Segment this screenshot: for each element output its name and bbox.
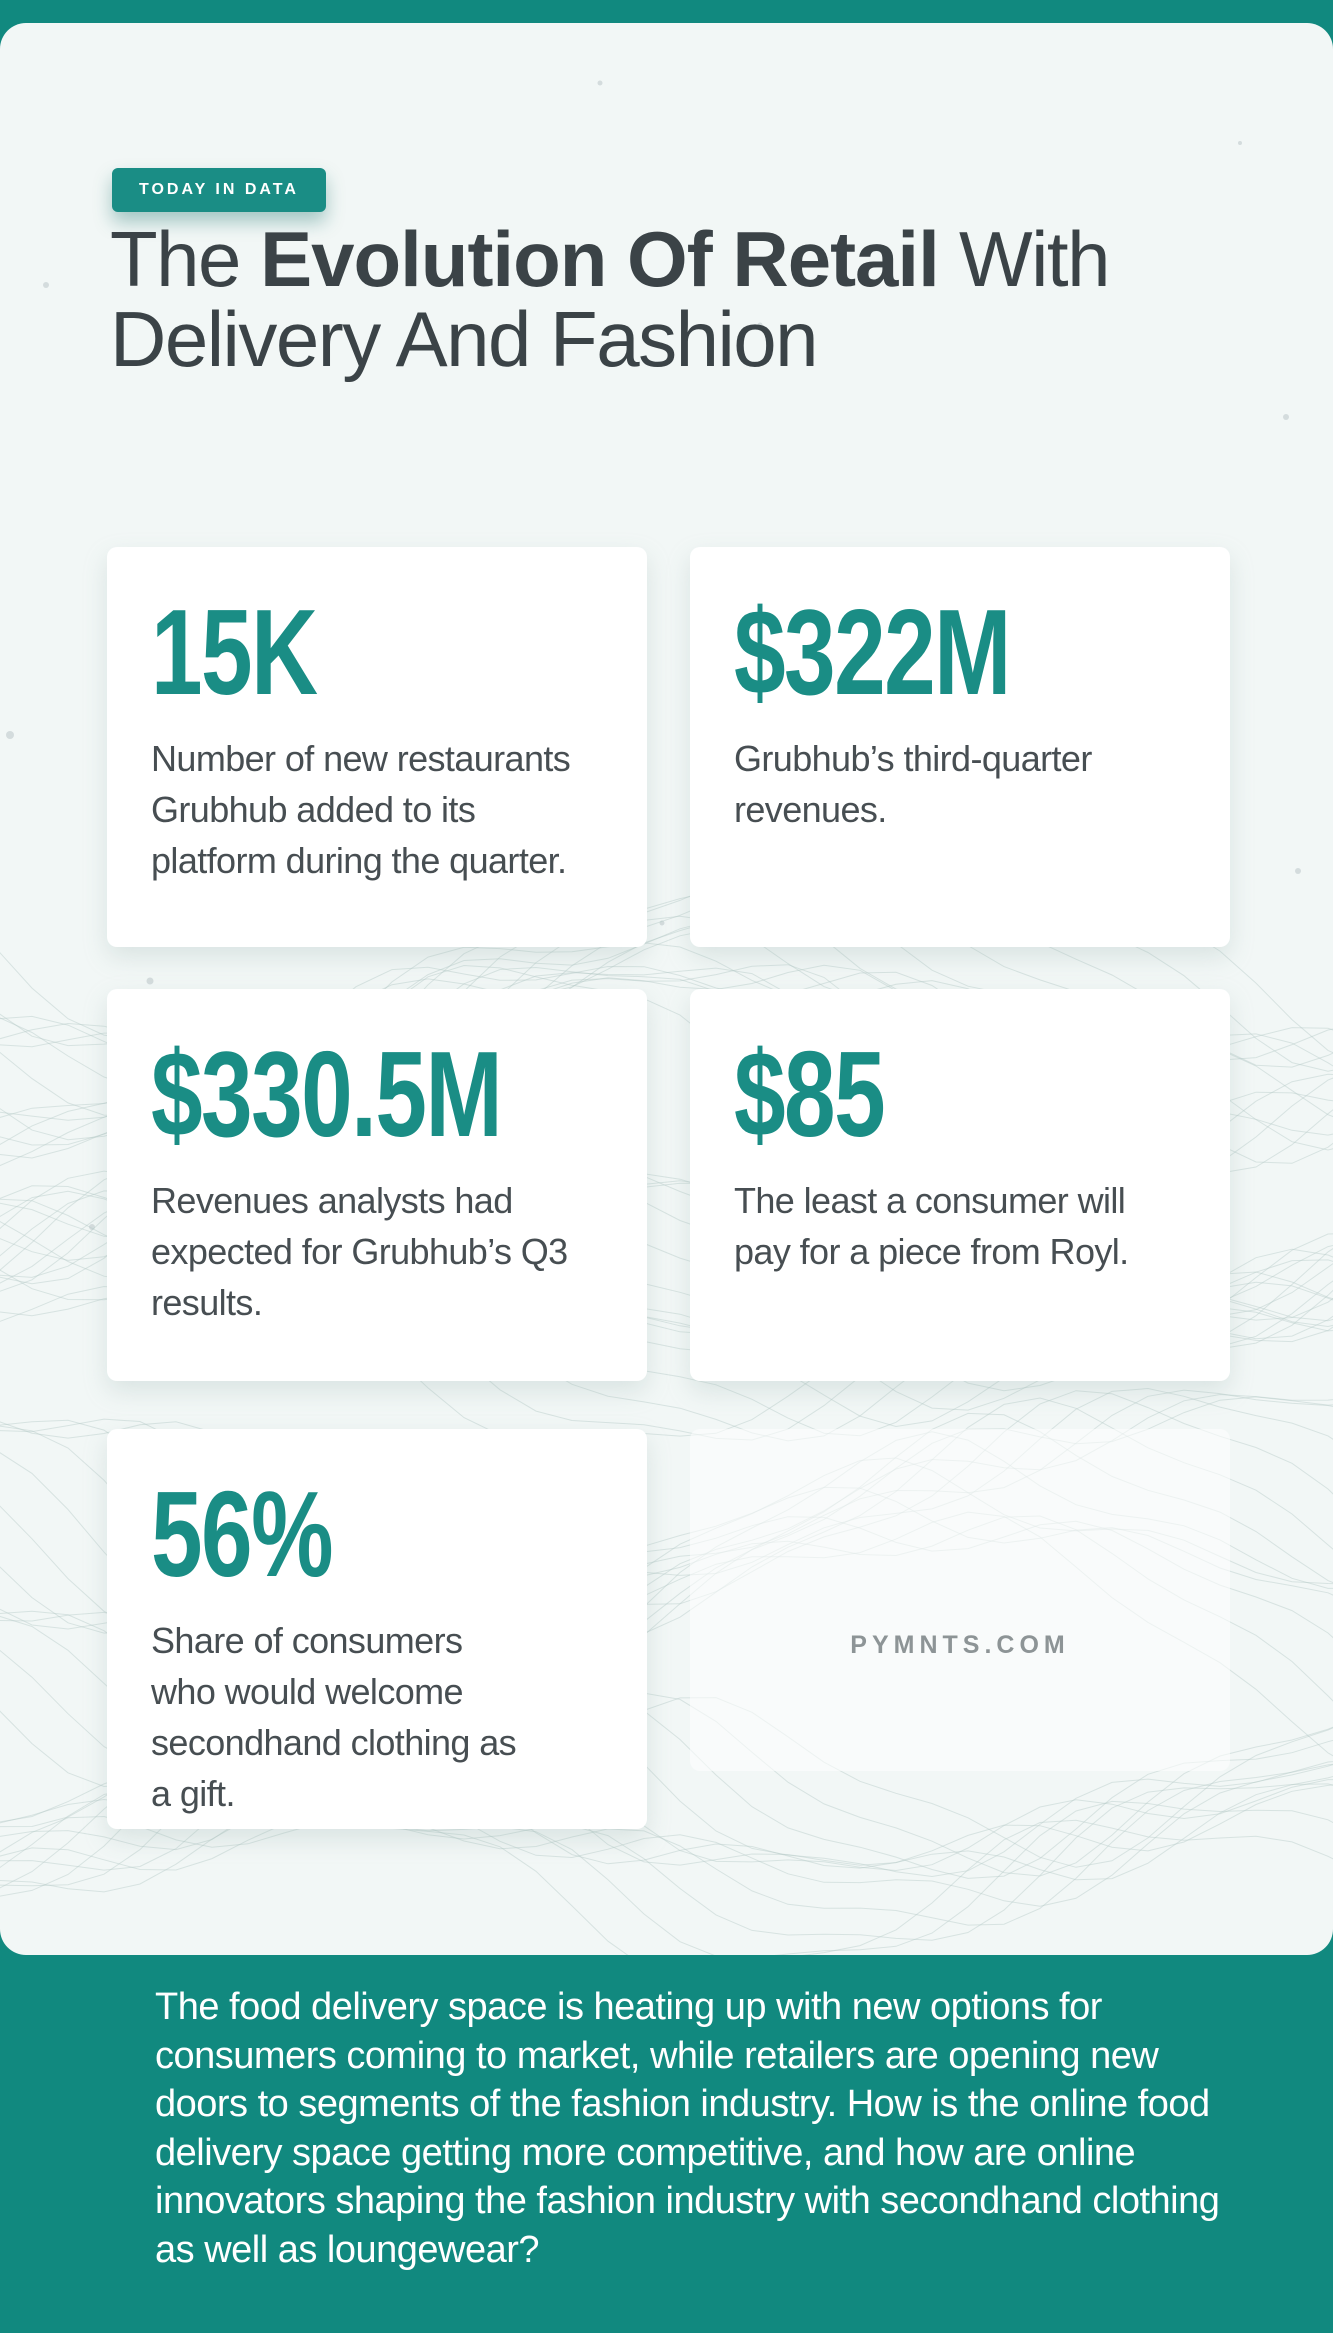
stat-card-expected-revenues: $330.5M Revenues analysts had expected f…	[107, 989, 647, 1381]
stat-value: 15K	[151, 584, 318, 721]
content-panel: TODAY IN DATA The Evolution Of Retail Wi…	[0, 23, 1333, 1955]
stat-description: Share of consumers who would welcome sec…	[151, 1620, 517, 1814]
stat-value: 56%	[151, 1466, 334, 1603]
title-segment-pre: The	[110, 215, 261, 303]
page-title: The Evolution Of Retail With Delivery And…	[110, 219, 1230, 379]
stat-description: The least a consumer will pay for a piec…	[734, 1180, 1129, 1272]
title-segment-post: With	[938, 215, 1111, 303]
pymnts-watermark: PYMNTS.COM	[850, 1630, 1070, 1659]
footer-section: The food delivery space is heating up wi…	[0, 1955, 1333, 2333]
stat-value: $330.5M	[151, 1026, 503, 1163]
title-line2: Delivery And Fashion	[110, 295, 819, 383]
stat-card-q3-revenues: $322M Grubhub’s third-quarter revenues.	[690, 547, 1230, 947]
stat-description: Grubhub’s third-quarter revenues.	[734, 738, 1092, 830]
title-segment-bold: Evolution Of Retail	[260, 215, 940, 303]
stat-value: $322M	[734, 584, 1011, 721]
stat-value: $85	[734, 1026, 886, 1163]
footer-paragraph: The food delivery space is heating up wi…	[155, 1986, 1220, 2271]
today-in-data-badge: TODAY IN DATA	[112, 168, 326, 212]
stat-description: Revenues analysts had expected for Grubh…	[151, 1180, 568, 1323]
stat-description: Number of new restaurants Grubhub added …	[151, 738, 571, 881]
stat-card-royl-price: $85 The least a consumer will pay for a …	[690, 989, 1230, 1381]
stat-card-restaurants: 15K Number of new restaurants Grubhub ad…	[107, 547, 647, 947]
watermark-panel: PYMNTS.COM	[690, 1429, 1230, 1771]
stat-card-secondhand-gift: 56% Share of consumers who would welcome…	[107, 1429, 647, 1829]
